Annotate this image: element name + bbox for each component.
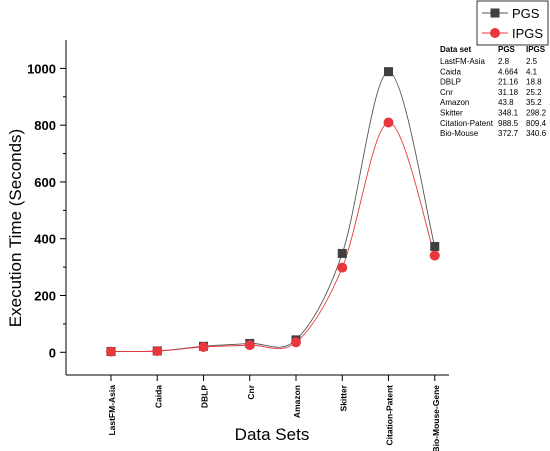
x-tick-label: Bio-Mouse-Gene xyxy=(431,385,441,451)
table-cell: 25.2 xyxy=(526,88,542,97)
table-cell: 2.5 xyxy=(526,57,538,66)
y-tick-label: 1000 xyxy=(27,61,56,76)
data-point-ipgs xyxy=(198,341,209,352)
y-axis-title: Execution Time (Seconds) xyxy=(6,129,25,327)
legend: PGS IPGS xyxy=(476,0,549,46)
data-point-ipgs xyxy=(244,340,255,351)
table-cell: Skitter xyxy=(440,109,463,118)
data-point-pgs xyxy=(430,241,440,251)
data-point-ipgs xyxy=(383,117,394,128)
x-tick-label: Skitter xyxy=(338,384,348,411)
legend-label-ipgs: IPGS xyxy=(512,26,543,41)
x-tick-label: DBLP xyxy=(200,385,210,408)
table-header: PGS xyxy=(498,45,516,54)
data-point-ipgs xyxy=(106,346,116,357)
x-axis-title: Data Sets xyxy=(235,425,310,444)
y-tick-label: 400 xyxy=(34,232,56,247)
table-cell: 4.1 xyxy=(526,67,538,76)
plot-area: 0 200 400 600 800 1000 LastFM-Asia Caida DBLP Cnr… xyxy=(27,40,449,451)
legend-marker-ipgs xyxy=(490,28,500,38)
table-cell: 35.2 xyxy=(526,98,542,107)
table-cell: Cnr xyxy=(440,88,453,97)
legend-label-pgs: PGS xyxy=(512,6,540,21)
x-tick-label: Amazon xyxy=(292,385,302,418)
legend-box xyxy=(476,0,549,46)
table-cell: Bio-Mouse xyxy=(440,129,479,138)
table-cell: 21.16 xyxy=(498,78,519,87)
table-cell: 31.18 xyxy=(498,88,519,97)
legend-marker-pgs xyxy=(490,8,500,18)
table-cell: 348.1 xyxy=(498,109,519,118)
x-tick-label: Caida xyxy=(153,385,163,408)
data-point-ipgs xyxy=(429,250,440,261)
data-table: Data set PGS IPGS LastFM-Asia 2.8 2.5 Caida 4.6… xyxy=(440,45,547,138)
x-tick-label: Citation-Patent xyxy=(385,385,395,446)
data-point-ipgs xyxy=(291,337,301,348)
table-cell: DBLP xyxy=(440,78,461,87)
table-cell: 18.8 xyxy=(526,78,542,87)
series-line-pgs xyxy=(110,71,436,352)
table-header: Data set xyxy=(440,45,471,54)
table-cell: Amazon xyxy=(440,98,469,107)
data-point-ipgs xyxy=(152,346,163,357)
table-cell: 43.8 xyxy=(498,98,514,107)
table-cell: 372.7 xyxy=(498,129,519,138)
table-header: IPGS xyxy=(526,45,546,54)
table-cell: 298.2 xyxy=(526,109,547,118)
table-cell: Caida xyxy=(440,67,461,76)
table-cell: 4.664 xyxy=(498,67,519,76)
y-tick-label: 600 xyxy=(34,175,56,190)
x-tick-label: Cnr xyxy=(246,384,256,399)
series-line-ipgs xyxy=(110,122,436,353)
data-point-pgs xyxy=(384,67,393,77)
table-cell: LastFM-Asia xyxy=(440,57,485,66)
y-tick-label: 0 xyxy=(49,345,56,360)
x-tick-label: LastFM-Asia xyxy=(107,385,117,436)
table-cell: 340.6 xyxy=(526,129,547,138)
data-point-pgs xyxy=(337,248,347,258)
data-point-ipgs xyxy=(337,262,348,273)
table-cell: 988.5 xyxy=(498,119,519,128)
table-cell: Citation-Patent xyxy=(440,119,494,128)
table-cell: 809.4 xyxy=(526,119,547,128)
table-cell: 2.8 xyxy=(498,57,510,66)
y-tick-label: 800 xyxy=(34,118,56,133)
y-tick-label: 200 xyxy=(34,289,56,304)
